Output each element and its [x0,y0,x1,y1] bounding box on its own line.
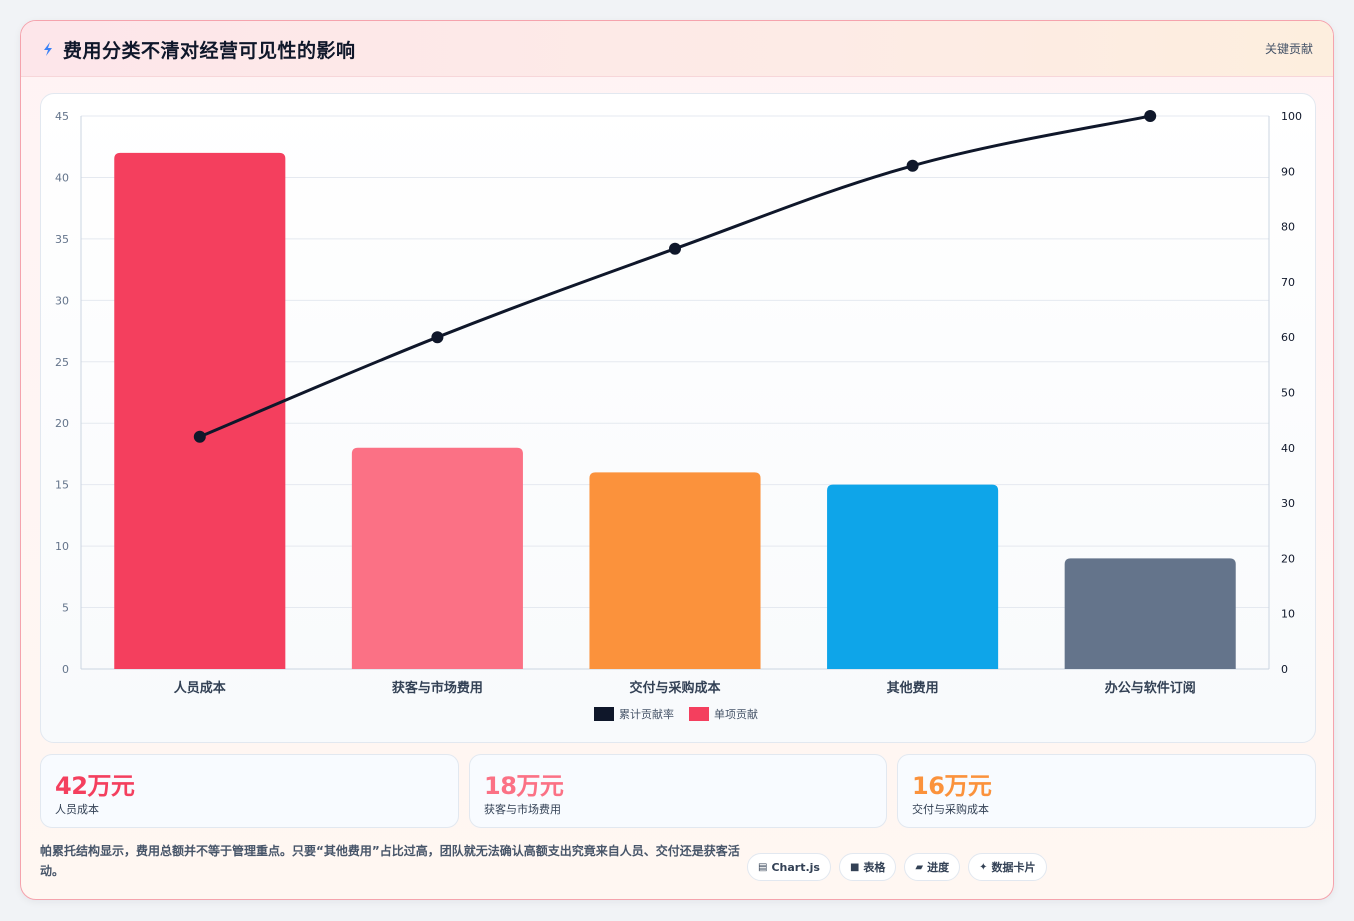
kpi-label: 交付与采购成本 [912,803,989,816]
y-right-tick-label: 80 [1281,221,1295,234]
legend-label: 累计贡献率 [619,707,674,721]
x-tick-label: 办公与软件订阅 [1105,680,1196,696]
kpi-label: 获客与市场费用 [484,803,561,816]
cumulative-line [199,114,1151,439]
y-left-tick-label: 30 [55,294,69,307]
bar [1064,558,1236,669]
chip-label: 进度 [927,861,950,874]
pareto-chart: 0 5 10 15 20 25 30 35 40 45 0 10 20 30 40 50 60 70 80 90 100… [55,110,1302,721]
y-right-tick-label: 50 [1281,387,1295,400]
legend-label: 单项贡献 [714,707,758,721]
y-right-tick-label: 10 [1281,608,1295,621]
insight-note: 帕累托结构显示，费用总额并不等于管理重点。只要“其他费用”占比过高，团队就无法确… [40,844,740,878]
chip-label: 表格 [863,861,886,874]
y-left-tick-label: 45 [55,110,69,123]
y-left-tick-label: 5 [62,602,69,615]
x-tick-label: 其他费用 [887,680,939,696]
chip-progress[interactable]: ▰ 进度 [904,853,961,881]
feature-chips: ▤ Chart.js ■ 表格 ▰ 进度 ✦ 数据卡片 [747,853,1047,881]
card-title: 费用分类不清对经营可见性的影响 [63,40,356,62]
cumulative-point [906,159,919,172]
table-icon: ■ [849,861,860,873]
progress-icon: ▰ [915,861,924,873]
y-right-tick-label: 90 [1281,165,1295,178]
kpi-value: 16万元 [912,772,992,800]
y-right-tick-label: 20 [1281,552,1295,565]
bar [114,152,286,669]
kpi-label: 人员成本 [55,803,99,816]
chip-label: Chart.js [771,860,820,874]
kpi-card: 18万元 获客与市场费用 [469,754,887,828]
kpi-value: 42万元 [55,772,135,800]
y-right-tick-label: 100 [1281,110,1302,123]
y-left-tick-label: 10 [55,540,69,553]
card-header: 费用分类不清对经营可见性的影响 关键贡献 [21,21,1333,77]
x-tick-label: 获客与市场费用 [392,680,483,696]
y-right-tick-label: 30 [1281,497,1295,510]
cumulative-point [669,242,681,255]
kpi-value: 18万元 [484,772,564,800]
report-card: 费用分类不清对经营可见性的影响 关键贡献 0 5 10 15 20 25 30 35 40 45 0… [20,20,1334,900]
y-right-tick-label: 40 [1281,442,1295,455]
cumulative-point [1144,110,1157,122]
chip-data-card[interactable]: ✦ 数据卡片 [968,853,1047,881]
bar [589,472,761,669]
chip-label: 数据卡片 [991,861,1036,874]
x-tick-label: 人员成本 [174,680,226,696]
y-right-tick-label: 0 [1281,663,1288,676]
cumulative-point [431,331,444,344]
y-left-tick-label: 0 [62,663,69,676]
y-left-tick-label: 40 [55,171,69,184]
y-left-tick-label: 35 [55,233,69,246]
y-left-tick-label: 20 [55,417,69,430]
legend-swatch [689,707,709,721]
bolt-icon [41,39,55,59]
bar [351,447,523,669]
chip-chartjs[interactable]: ▤ Chart.js [747,853,831,881]
sparkle-icon: ✦ [979,861,988,873]
y-left-tick-label: 15 [55,479,69,492]
x-tick-label: 交付与采购成本 [629,680,720,696]
y-left-tick-label: 25 [55,356,69,369]
header-tag: 关键贡献 [1264,42,1313,56]
bar [827,484,999,669]
cumulative-point [193,430,206,443]
y-right-tick-label: 60 [1281,331,1295,344]
kpi-card: 16万元 交付与采购成本 [897,754,1316,828]
legend-swatch [594,707,614,721]
y-right-tick-label: 70 [1281,276,1295,289]
chip-table[interactable]: ■ 表格 [838,853,897,881]
chart-icon: ▤ [758,861,768,873]
pareto-chart-panel: 0 5 10 15 20 25 30 35 40 45 0 10 20 30 40 50 60 70 80 90 100… [40,93,1316,743]
kpi-card: 42万元 人员成本 [40,754,459,828]
